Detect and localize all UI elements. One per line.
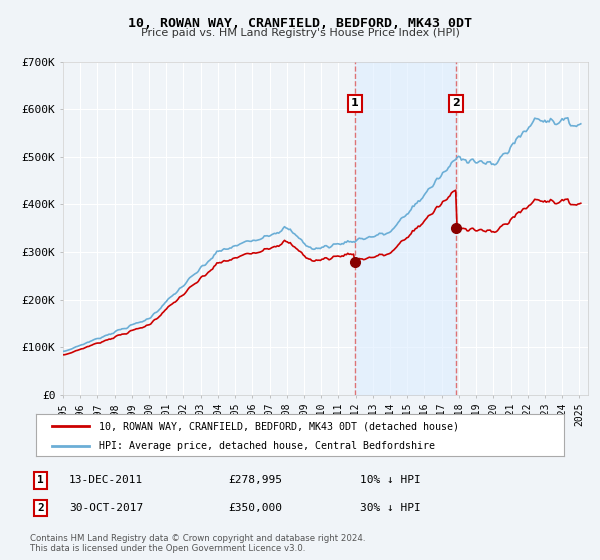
Text: 2: 2 xyxy=(452,98,460,108)
Text: Price paid vs. HM Land Registry's House Price Index (HPI): Price paid vs. HM Land Registry's House … xyxy=(140,28,460,38)
Text: 2: 2 xyxy=(37,503,44,513)
Text: 10% ↓ HPI: 10% ↓ HPI xyxy=(360,475,421,486)
Text: 1: 1 xyxy=(351,98,359,108)
Text: Contains HM Land Registry data © Crown copyright and database right 2024.: Contains HM Land Registry data © Crown c… xyxy=(30,534,365,543)
Text: 30% ↓ HPI: 30% ↓ HPI xyxy=(360,503,421,513)
Text: £278,995: £278,995 xyxy=(228,475,282,486)
Text: £350,000: £350,000 xyxy=(228,503,282,513)
Text: This data is licensed under the Open Government Licence v3.0.: This data is licensed under the Open Gov… xyxy=(30,544,305,553)
Text: 30-OCT-2017: 30-OCT-2017 xyxy=(69,503,143,513)
Text: HPI: Average price, detached house, Central Bedfordshire: HPI: Average price, detached house, Cent… xyxy=(100,441,436,451)
Text: 10, ROWAN WAY, CRANFIELD, BEDFORD, MK43 0DT: 10, ROWAN WAY, CRANFIELD, BEDFORD, MK43 … xyxy=(128,17,472,30)
Text: 13-DEC-2011: 13-DEC-2011 xyxy=(69,475,143,486)
Text: 10, ROWAN WAY, CRANFIELD, BEDFORD, MK43 0DT (detached house): 10, ROWAN WAY, CRANFIELD, BEDFORD, MK43 … xyxy=(100,421,460,431)
Text: 1: 1 xyxy=(37,475,44,486)
